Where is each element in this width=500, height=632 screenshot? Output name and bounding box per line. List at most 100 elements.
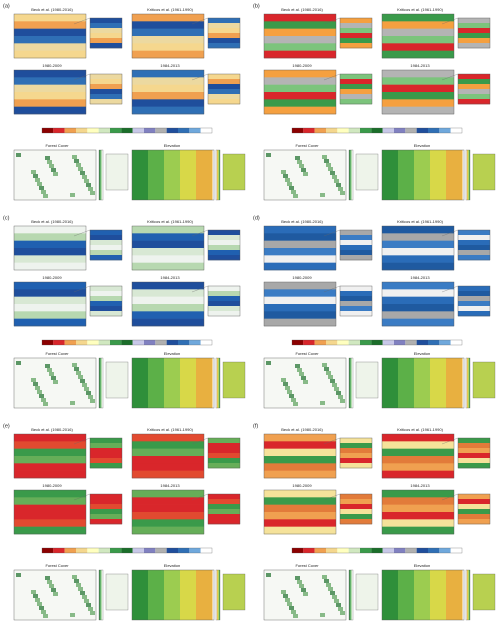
map-region [458,443,490,449]
forest-patch [266,361,271,365]
map-region [14,289,86,297]
zoom-line [441,17,459,25]
colorbar-cell [200,340,212,345]
map-frame [131,13,205,59]
forest-patch [320,193,325,197]
map-region [340,494,372,500]
map-region [208,255,240,261]
map-region [90,438,122,444]
map-region [458,453,490,459]
forest-patch [43,194,48,198]
colorbar-cell [100,150,102,200]
colorbar-frame [215,357,221,409]
zoom-line [191,229,209,237]
colorbar-cell [467,570,469,620]
map-region [382,262,454,271]
map-region [90,240,122,246]
map-region [90,286,122,292]
map-region [90,296,122,302]
colorbar-cell [219,150,220,200]
elevation-band [164,150,181,200]
map-region [132,318,204,327]
colorbar-cell [87,340,99,345]
elevation-band [180,570,197,620]
colorbar-cell [99,570,100,620]
elevation-band [414,150,431,200]
forest-inset [355,361,379,399]
map-region [14,470,86,479]
map-region [132,240,204,249]
forest-patch [88,395,93,399]
map-title: Kriticos et al. (1961-1990) [147,7,193,12]
map-region [264,512,336,520]
colorbar-cell [132,548,144,553]
colorbar-cell [450,340,462,345]
forest-patch [45,156,50,160]
map-region [208,99,240,105]
forest-patch [338,395,343,399]
colorbar-cell [189,340,201,345]
forest-patch [53,592,58,596]
map-frame [381,69,455,115]
colorbar-cell [466,358,467,408]
map-region [458,99,490,105]
elevation-band [180,150,197,200]
map-region [132,106,204,115]
colorbar-frame [98,149,104,201]
colorbar-cell [99,358,101,408]
map-region [132,262,204,271]
forest-patch [303,380,308,384]
map-region [208,250,240,256]
map-region [264,289,336,297]
map-region [14,512,86,520]
map-frame [13,433,87,479]
forest-patch [338,187,343,191]
forest-patch [324,159,329,163]
forest-patch [320,613,325,617]
elevation-band [382,150,399,200]
map-region [264,99,336,107]
colorbar-cell [218,358,220,408]
map-frame [263,13,337,59]
colorbar-cell [450,548,462,553]
forest-patch [330,171,335,175]
colorbar-cell [468,358,470,408]
colorbar-cell [371,548,383,553]
panel-label: (f) [253,423,258,429]
colorbar-cell [360,340,372,345]
colorbar-cell [292,128,304,133]
map-region [458,306,490,312]
map-region [340,448,372,454]
map-region [264,43,336,51]
forest-patch [35,178,40,182]
colorbar-cell [326,340,338,345]
colorbar-frame [465,149,471,201]
colorbar-cell [200,548,212,553]
map-region [208,43,240,49]
zoom-line [73,229,91,237]
map-region [340,43,372,49]
colorbar-cell [337,548,349,553]
map-region [382,512,454,520]
colorbar-cell [314,128,326,133]
map-title: Kriticos et al. (1961-1990) [147,219,193,224]
zoom-line [73,437,91,445]
map-region [90,250,122,256]
forest-patch [45,576,50,580]
map-region [340,99,372,105]
map-region [90,458,122,464]
map-region [90,255,122,261]
map-region [264,282,336,290]
map-frame [89,285,123,317]
map-region [340,33,372,39]
colorbar-cell [349,150,350,200]
colorbar-cell [216,150,217,200]
elevation-title: Elevation [164,351,180,356]
map-region [14,262,86,271]
colorbar-cell [348,548,360,553]
map-region [208,240,240,246]
map-region [132,490,204,498]
map-region [14,255,86,263]
map-region [458,74,490,80]
map-frame [457,229,491,261]
